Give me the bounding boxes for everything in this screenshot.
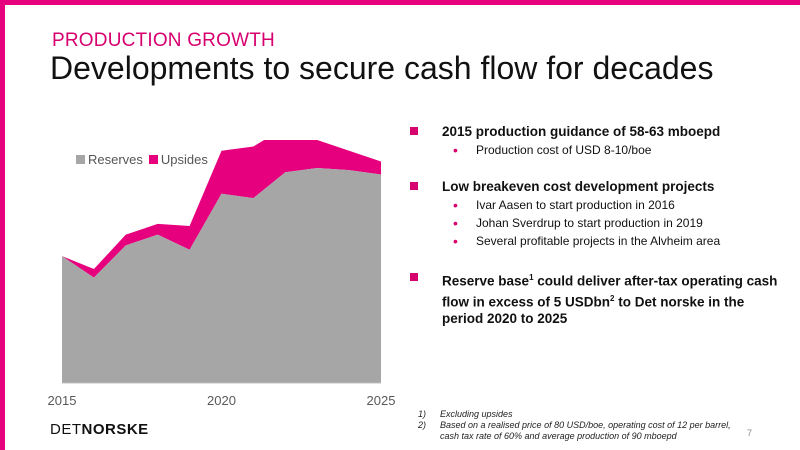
legend-item-reserves: Reserves bbox=[76, 152, 143, 167]
bullet-text: Reserve base1 could deliver after-tax op… bbox=[442, 269, 782, 327]
sub-bullet-dot: • bbox=[453, 233, 458, 249]
footnote-number: 1) bbox=[418, 409, 427, 419]
top-accent-bar bbox=[0, 0, 800, 5]
legend-label-reserves: Reserves bbox=[88, 152, 143, 167]
bullet-text-part: Reserve base bbox=[442, 273, 530, 289]
legend-swatch-reserves bbox=[76, 155, 85, 164]
sub-bullet-text: Ivar Aasen to start production in 2016 bbox=[476, 198, 675, 212]
legend-swatch-upsides bbox=[148, 155, 158, 164]
slide-title: Developments to secure cash flow for dec… bbox=[50, 50, 714, 86]
footnote-2: 2) Based on a realised price of 80 USD/b… bbox=[418, 420, 740, 442]
sub-bullet-dot: • bbox=[453, 197, 458, 213]
logo-part-norske: NORSKE bbox=[81, 421, 149, 438]
sub-bullet-dot: • bbox=[453, 215, 458, 231]
left-accent-bar bbox=[0, 0, 5, 450]
footnote-1: 1) Excluding upsides bbox=[418, 409, 740, 420]
footnotes: 1) Excluding upsides 2) Based on a reali… bbox=[418, 409, 740, 442]
company-logo: DETNORSKE bbox=[50, 421, 149, 438]
series-area-upsides bbox=[62, 140, 381, 278]
footnote-number: 2) bbox=[418, 420, 427, 430]
footnote-text: Excluding upsides bbox=[440, 409, 513, 419]
bullet-marker bbox=[410, 127, 418, 135]
sub-bullet-dot: • bbox=[453, 142, 458, 158]
footnote-ref-1: 1 bbox=[529, 273, 534, 282]
x-tick-label-2025: 2025 bbox=[367, 393, 396, 408]
bullet-text-part: could deliver after-tax operating cash f… bbox=[442, 273, 778, 310]
page-number: 7 bbox=[747, 428, 753, 438]
section-kicker: PRODUCTION GROWTH bbox=[52, 30, 275, 51]
series-area-reserves bbox=[62, 168, 381, 383]
sub-bullet-text: Johan Sverdrup to start production in 20… bbox=[476, 216, 703, 230]
bullet-marker bbox=[410, 273, 418, 281]
legend-item-upsides: Upsides bbox=[148, 152, 208, 167]
x-tick-label-2020: 2020 bbox=[207, 393, 236, 408]
footnote-text: Based on a realised price of 80 USD/boe,… bbox=[440, 420, 731, 441]
footnote-ref-2: 2 bbox=[610, 293, 615, 303]
bullet-text: 2015 production guidance of 58-63 mboepd bbox=[442, 124, 721, 139]
legend-label-upsides: Upsides bbox=[160, 152, 208, 167]
sub-bullet-text: Production cost of USD 8-10/boe bbox=[476, 143, 652, 157]
sub-bullet-text: Several profitable projects in the Alvhe… bbox=[476, 234, 721, 248]
x-tick-label-2015: 2015 bbox=[48, 393, 77, 408]
bullet-text-part: to Det norske in the period 2020 to 2025 bbox=[442, 294, 745, 326]
logo-part-det: DET bbox=[50, 421, 82, 438]
chart-legend: Reserves Upsides bbox=[76, 152, 214, 167]
bullet-marker bbox=[410, 182, 418, 190]
production-area-chart: 2015 2020 2025 bbox=[48, 140, 396, 408]
bullet-text: Low breakeven cost development projects bbox=[442, 179, 715, 194]
